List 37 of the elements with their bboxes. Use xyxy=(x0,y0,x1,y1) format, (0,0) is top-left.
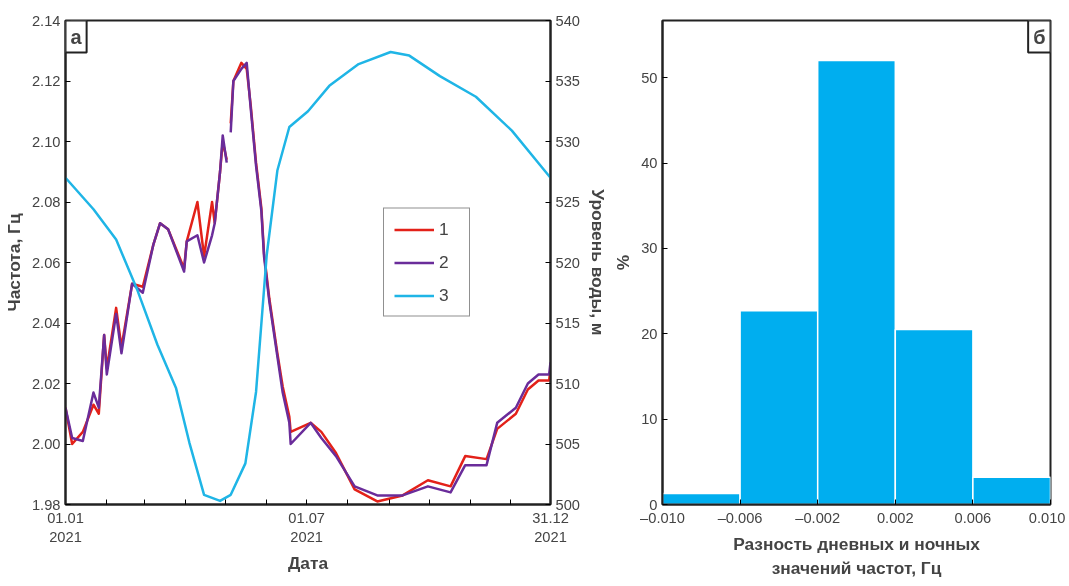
legend-label: 2 xyxy=(439,251,450,273)
legend-label: 3 xyxy=(439,284,450,306)
y-tick-label: 2.02 xyxy=(31,375,61,392)
y-tick-label: 2.10 xyxy=(31,133,61,150)
y-tick-label: 30 xyxy=(641,240,658,257)
y-axis-title: % xyxy=(613,254,634,271)
y-tick-label: 2.12 xyxy=(31,73,61,89)
y-tick-label: 2.08 xyxy=(31,194,61,210)
x-tick-label: 01.07 2021 xyxy=(288,509,326,545)
y2-tick-label: 515 xyxy=(555,315,580,331)
y2-tick-label: 530 xyxy=(555,133,580,150)
y2-tick-label: 505 xyxy=(555,436,580,452)
y-axis-title: Частота, Гц xyxy=(3,213,24,312)
x-tick-label: 0.010 xyxy=(1028,509,1066,526)
y-tick-label: 2.00 xyxy=(31,436,61,452)
annotation: а xyxy=(70,25,83,48)
y-tick-label: 10 xyxy=(641,411,658,428)
y-tick-label: 40 xyxy=(641,155,658,172)
y2-tick-label: 540 xyxy=(555,12,580,29)
y-tick-label: 2.14 xyxy=(31,12,61,29)
x-tick-label: 0.002 xyxy=(876,509,914,526)
y2-tick-label: 535 xyxy=(555,73,580,89)
x-tick-label: –0.006 xyxy=(717,509,763,526)
y2-tick-label: 510 xyxy=(555,375,580,392)
y-tick-label: 2.04 xyxy=(31,315,61,331)
x-tick-label: –0.002 xyxy=(795,509,841,526)
y2-tick-label: 520 xyxy=(555,254,580,271)
y-tick-label: 50 xyxy=(641,69,658,86)
x-tick-label: 0.006 xyxy=(954,509,992,526)
y-tick-label: 2.06 xyxy=(31,254,61,271)
x-axis-title: Разность дневных и ночных значений частот, Гц xyxy=(733,533,981,578)
legend-label: 1 xyxy=(439,218,450,240)
y2-tick-label: 525 xyxy=(555,194,580,210)
y-tick-label: 20 xyxy=(641,325,658,342)
y2-axis-title: Уровень воды, м xyxy=(587,189,608,336)
annotation: б xyxy=(1033,25,1046,48)
x-axis-title: Дата xyxy=(287,552,329,573)
